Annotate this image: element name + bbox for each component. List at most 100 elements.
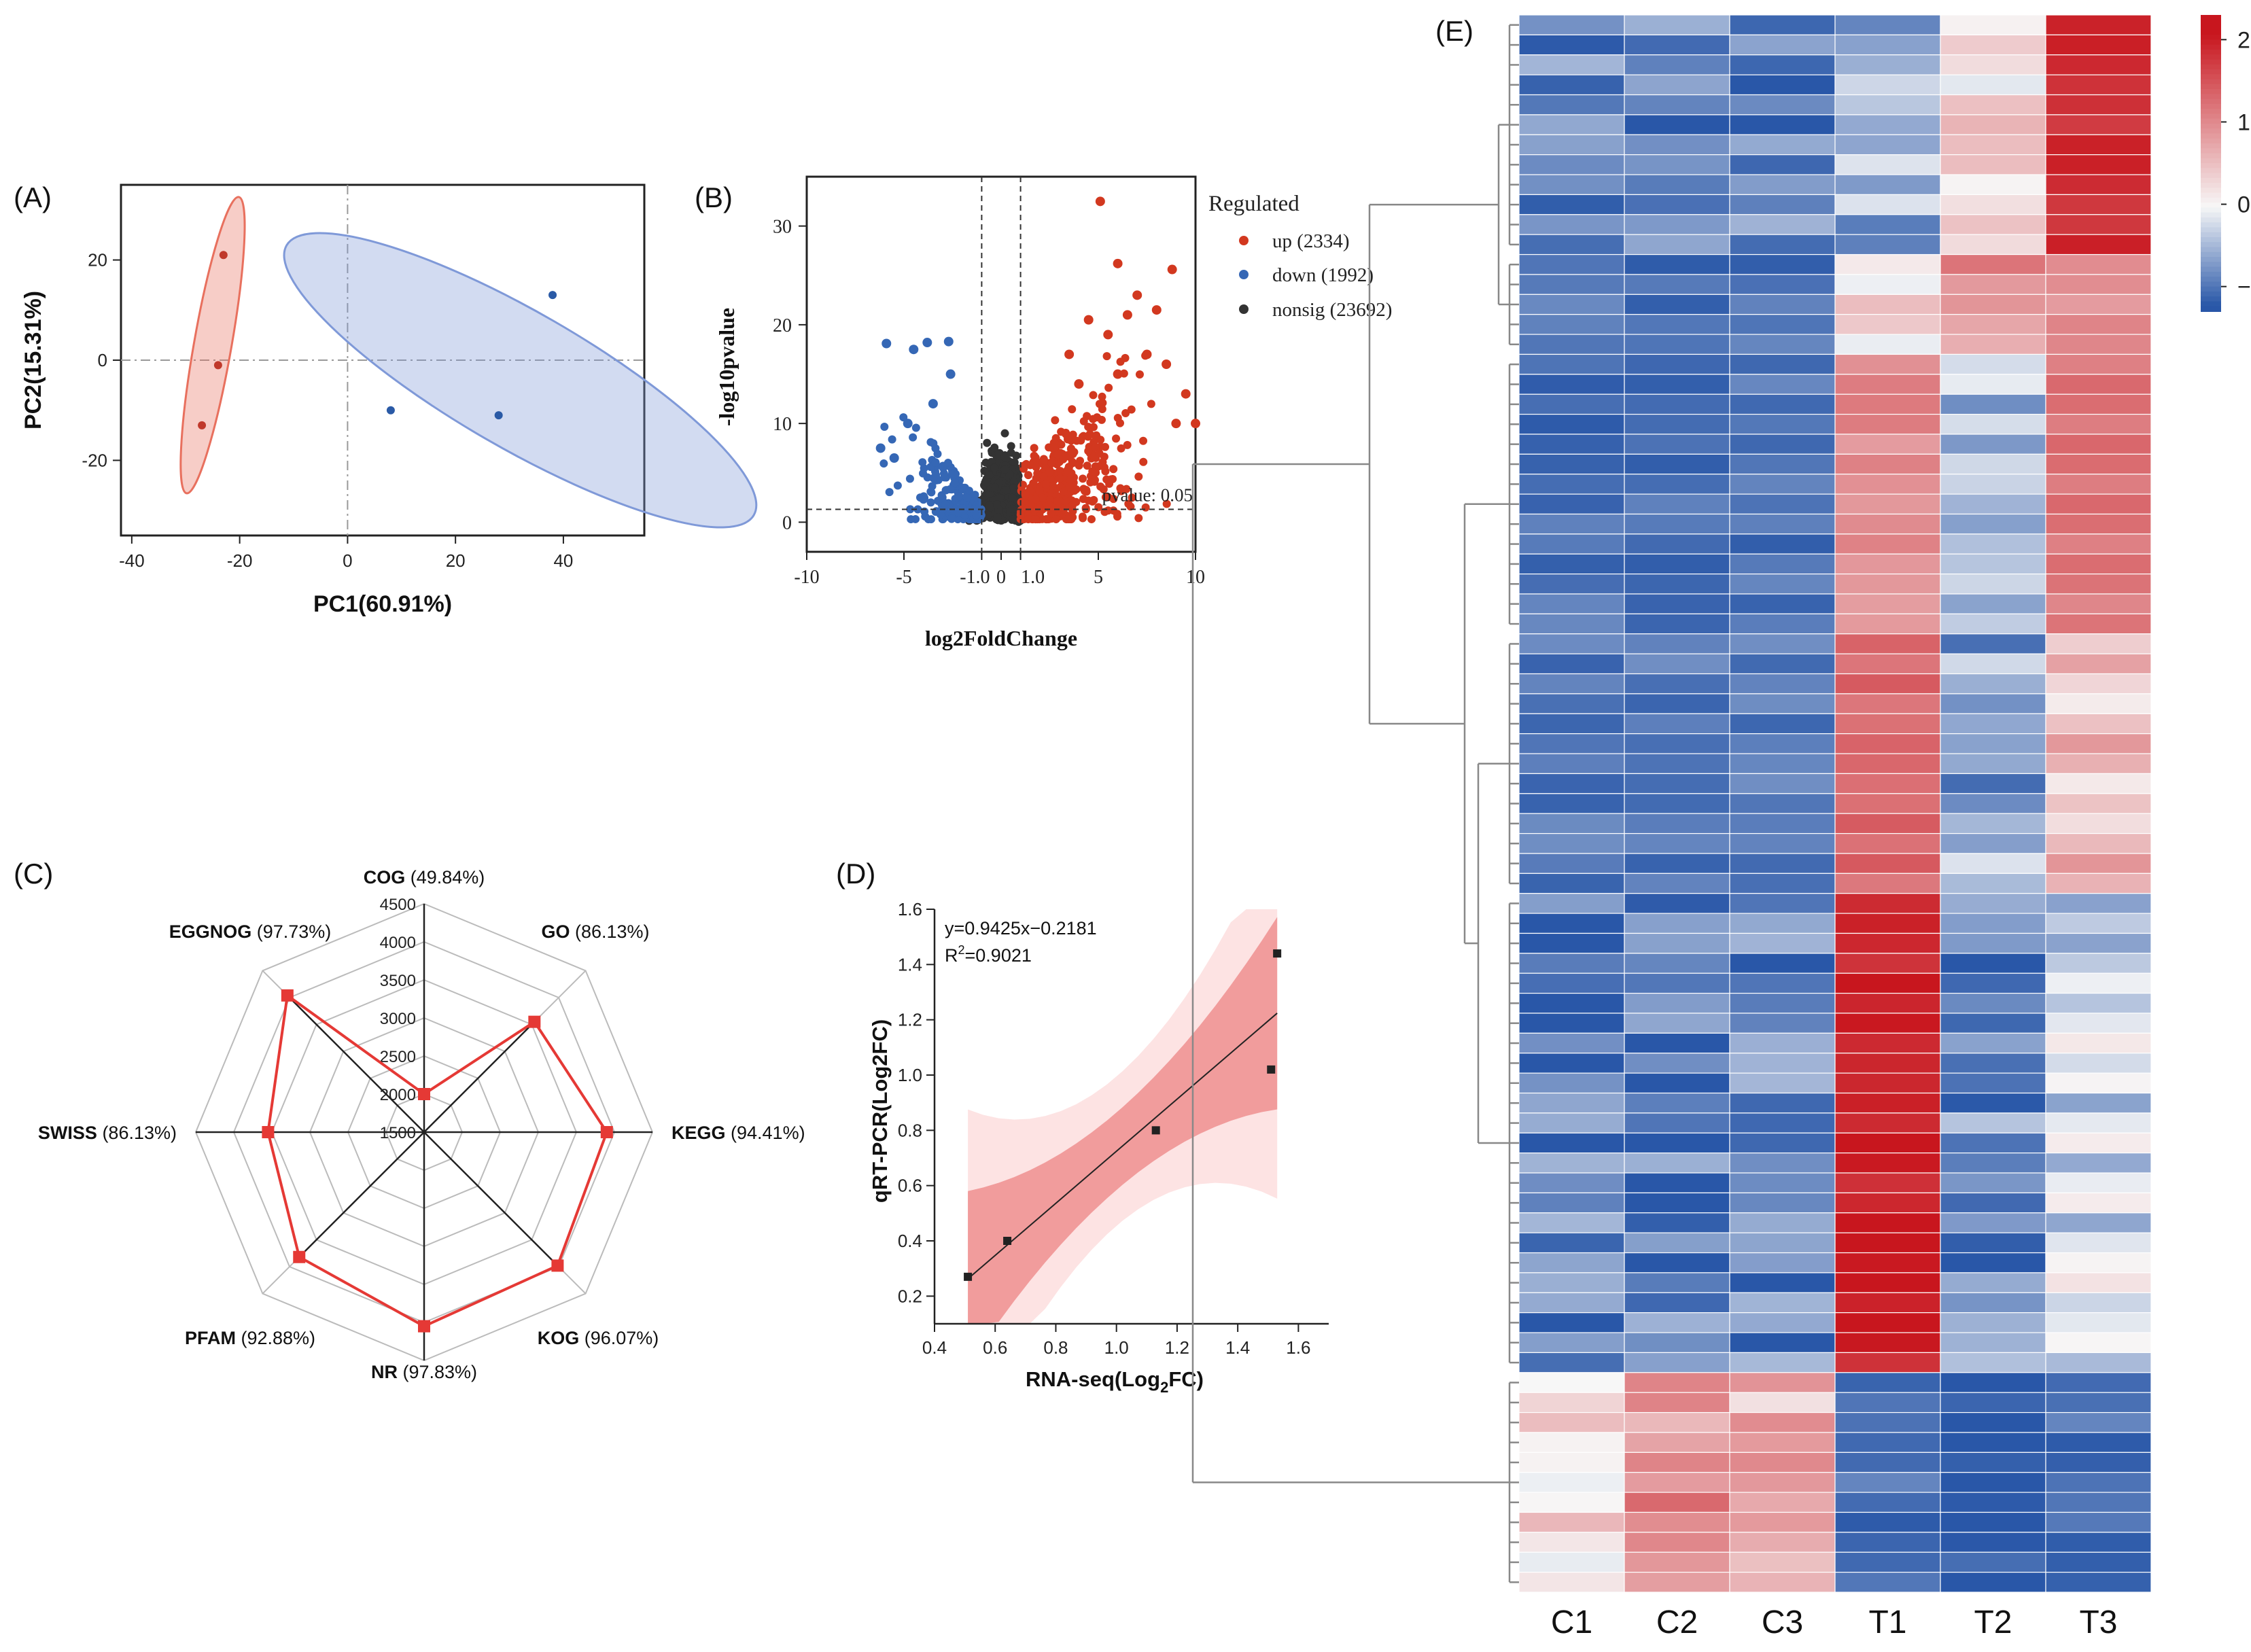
- heatmap-cell: [1834, 1072, 1941, 1094]
- volcano-point-up: [1079, 417, 1088, 425]
- colorbar-segment: [2201, 59, 2221, 65]
- pca-y-axis-label: PC2(15.31%): [20, 291, 46, 429]
- heatmap-cell: [2045, 1511, 2152, 1533]
- heatmap-cell: [1624, 633, 1730, 654]
- volcano-point-up: [1087, 515, 1096, 524]
- volcano-point-up: [1123, 440, 1132, 449]
- colorbar-segment: [2201, 217, 2221, 224]
- colorbar-segment: [2201, 44, 2221, 50]
- heatmap-cell: [1729, 832, 1836, 854]
- colorbar-segment: [2201, 74, 2221, 80]
- heatmap-cell: [1624, 1332, 1730, 1354]
- heatmap-cell: [1624, 214, 1730, 235]
- heatmap-cell: [1834, 832, 1941, 854]
- heatmap-cell: [1940, 453, 2046, 475]
- heatmap-cell: [1729, 1092, 1836, 1114]
- heatmap-cell: [1940, 493, 2046, 515]
- pca-x-tick-label: 40: [553, 550, 573, 571]
- heatmap-cell: [1729, 1132, 1836, 1154]
- heatmap-cell: [1834, 253, 1941, 275]
- heatmap-cell: [1518, 553, 1625, 575]
- heatmap-cell: [1729, 1013, 1836, 1034]
- heatmap-cell: [2045, 913, 2152, 934]
- volcano-panel: (B) pvalue: 0.05-10 -5 -1.0 0 1.0 5 100102030 …: [695, 175, 1392, 650]
- pca-point: [198, 421, 207, 429]
- volcano-point-up: [1116, 484, 1125, 493]
- radar-axis-label: SWISS (86.13%): [38, 1123, 177, 1143]
- heatmap-cell: [2045, 1053, 2152, 1074]
- heatmap-cell: [1624, 1053, 1730, 1074]
- heatmap-cell: [1940, 1172, 2046, 1194]
- heatmap-cell: [1729, 493, 1836, 515]
- heatmap-cell: [1729, 1392, 1836, 1413]
- heatmap-cell: [1624, 1292, 1730, 1314]
- heatmap-cell: [1518, 334, 1625, 355]
- colorbar-segment: [2201, 35, 2221, 41]
- heatmap-cell: [2045, 1532, 2152, 1553]
- heatmap-cell: [1624, 1132, 1730, 1154]
- heatmap-cell: [1624, 1092, 1730, 1114]
- heatmap-cell: [1729, 1452, 1836, 1473]
- volcano-point-nonsig: [985, 502, 994, 510]
- heatmap-cell: [1834, 1252, 1941, 1273]
- heatmap-cell: [2045, 274, 2152, 295]
- heatmap-cell: [1729, 353, 1836, 375]
- heatmap-cell: [1834, 613, 1941, 635]
- volcano-point-up: [1095, 449, 1104, 457]
- heatmap-cell: [1518, 873, 1625, 894]
- volcano-point-up: [1162, 499, 1171, 508]
- heatmap-cell: [1834, 893, 1941, 914]
- heatmap-cell: [1940, 1492, 2046, 1513]
- volcano-point-down: [918, 458, 927, 467]
- volcano-point-up: [1053, 497, 1062, 506]
- heatmap-cell: [1518, 1411, 1625, 1433]
- heatmap-cell: [2045, 54, 2152, 75]
- heatmap-cell: [1518, 1432, 1625, 1453]
- volcano-point-up: [1113, 413, 1122, 422]
- colorbar-segment: [2201, 203, 2221, 209]
- volcano-point-up: [1135, 370, 1144, 379]
- volcano-point-up: [1103, 330, 1113, 340]
- heatmap-cell: [1834, 953, 1941, 974]
- regression-marks: 0.4 0.6 0.8 1.0 1.2 1.4 1.6 0.2 0.4 0.6 0.8 1.0 1.2 1…: [898, 899, 1329, 1358]
- colorbar-segment: [2201, 128, 2221, 135]
- panel-label-d: (D): [836, 858, 875, 890]
- heatmap-cell: [1834, 1312, 1941, 1333]
- heatmap-cell: [1834, 174, 1941, 196]
- colorbar-segment: [2201, 24, 2221, 31]
- volcano-point-up: [1102, 352, 1111, 361]
- heatmap-cell: [1518, 713, 1625, 735]
- heatmap-cell: [1834, 54, 1941, 75]
- volcano-point-up: [1068, 457, 1077, 466]
- heatmap-cell: [2045, 1572, 2152, 1593]
- heatmap-cell: [1624, 513, 1730, 535]
- heatmap-cell: [1729, 574, 1836, 595]
- heatmap-cell: [2045, 893, 2152, 914]
- heatmap-cell: [1940, 14, 2046, 35]
- volcano-point-up: [1035, 503, 1044, 512]
- volcano-x-tick-label: 0: [996, 567, 1006, 588]
- volcano-point-nonsig: [1007, 442, 1015, 451]
- volcano-marks: pvalue: 0.05 -10 -5 -1.0 0 1.0 5 10 0 10 20 30: [773, 177, 1205, 588]
- heatmap-cell: [1518, 574, 1625, 595]
- volcano-y-tick-label: 20: [773, 315, 792, 336]
- pca-point: [494, 411, 503, 420]
- heatmap-cell: [1624, 1352, 1730, 1373]
- volcano-point-up: [1191, 419, 1200, 429]
- heatmap-cell: [1624, 194, 1730, 215]
- heatmap-cell: [1518, 913, 1625, 934]
- heatmap-cell: [1518, 513, 1625, 535]
- heatmap-cell: [1518, 114, 1625, 135]
- heatmap-panel: (E) C1 C2 C3 T1 T2 T3 2 1 0 −1: [1191, 14, 2251, 1640]
- volcano-point-up: [1059, 455, 1068, 463]
- volcano-point-nonsig: [990, 443, 999, 452]
- volcano-point-up: [1019, 461, 1028, 470]
- volcano-point-up: [1045, 443, 1053, 452]
- heatmap-cell: [1729, 613, 1836, 635]
- volcano-point-up: [1124, 499, 1133, 508]
- volcano-point-down: [929, 439, 938, 448]
- heatmap-cell: [1624, 1232, 1730, 1254]
- heatmap-cell: [1624, 274, 1730, 295]
- heatmap-cell: [1940, 1411, 2046, 1433]
- heatmap-cell: [1940, 733, 2046, 754]
